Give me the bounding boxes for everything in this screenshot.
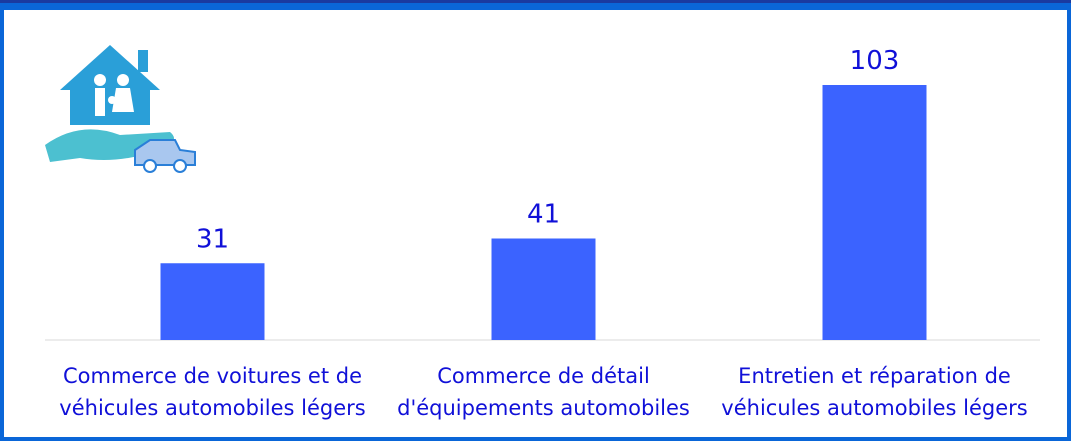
x-tick-label: Entretien et réparation de véhicules aut…: [721, 364, 1028, 420]
bar: [491, 238, 596, 340]
bar: [822, 85, 927, 340]
icon: [45, 45, 196, 173]
x-tick-label: Commerce de détail d'équipements automob…: [397, 364, 690, 420]
x-tick-label: Commerce de voitures et de véhicules aut…: [59, 364, 366, 420]
value-label: 31: [196, 224, 229, 254]
bar: [160, 263, 265, 340]
value-label: 103: [850, 46, 900, 76]
value-label: 41: [527, 199, 560, 229]
